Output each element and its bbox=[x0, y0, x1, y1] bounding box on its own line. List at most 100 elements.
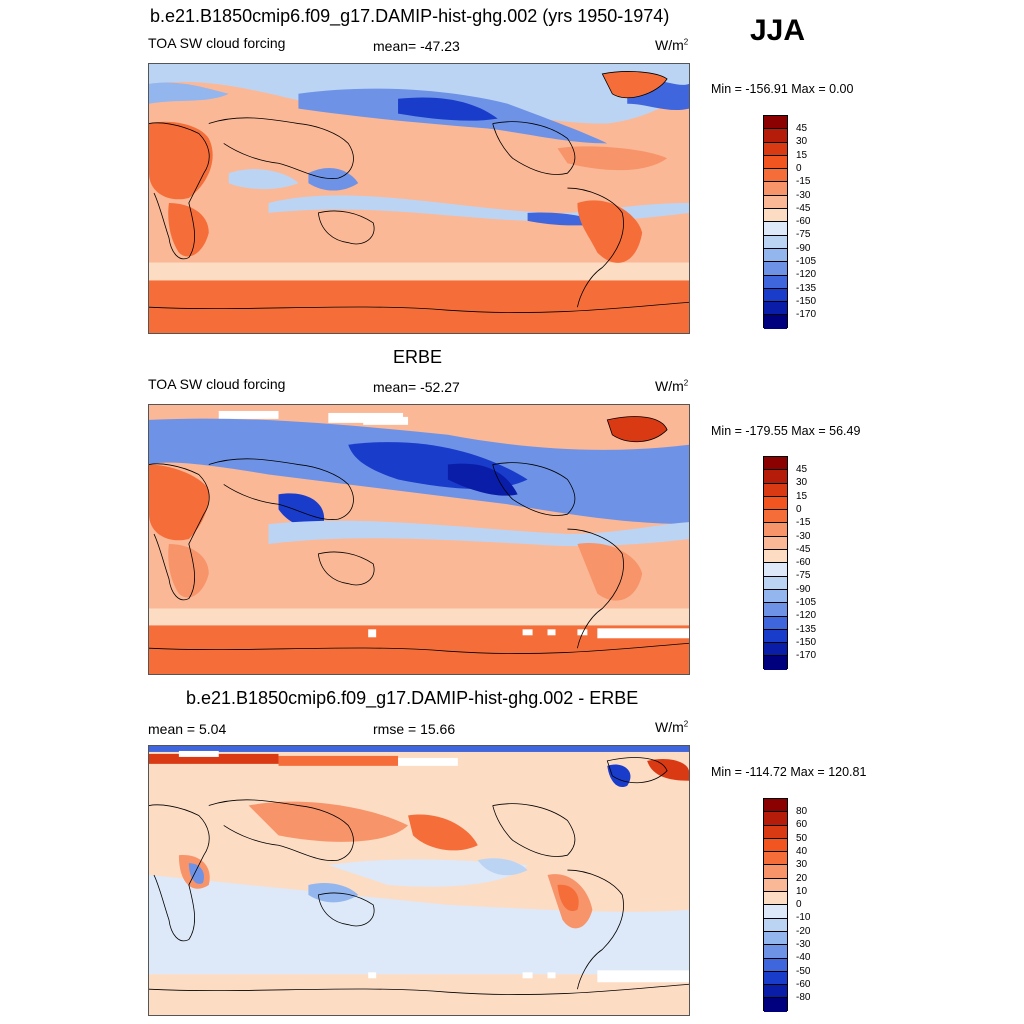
colorbar-tick-label: -90 bbox=[796, 583, 811, 595]
colorbar-tick-label: -15 bbox=[796, 517, 811, 529]
colorbar-swatch bbox=[764, 603, 787, 617]
panel2-left-label: TOA SW cloud forcing bbox=[148, 376, 286, 392]
colorbar-tick-label: 15 bbox=[796, 149, 808, 161]
colorbar-swatch bbox=[764, 262, 787, 276]
colorbar-swatch bbox=[764, 496, 787, 511]
colorbar-swatch bbox=[764, 799, 787, 813]
colorbar-tick-label: -60 bbox=[796, 216, 811, 228]
colorbar-swatch bbox=[764, 838, 787, 853]
panel2-units: W/m2 bbox=[655, 378, 689, 394]
colorbar-swatch bbox=[764, 616, 787, 630]
colorbar-swatch bbox=[764, 931, 787, 946]
colorbar-swatch bbox=[764, 852, 787, 866]
colorbar-swatch bbox=[764, 576, 787, 590]
colorbar-tick-label: -30 bbox=[796, 530, 811, 542]
colorbar-swatch bbox=[764, 129, 787, 143]
colorbar-swatch bbox=[764, 905, 787, 919]
colorbar-tick-label: 20 bbox=[796, 872, 808, 884]
panel3-rmse: rmse = 15.66 bbox=[373, 721, 456, 737]
colorbar-swatch bbox=[764, 155, 787, 170]
colorbar-tick-label: 30 bbox=[796, 136, 808, 148]
colorbar-swatch bbox=[764, 550, 787, 564]
colorbar-swatch bbox=[764, 918, 787, 932]
colorbar-swatch bbox=[764, 483, 787, 497]
colorbar-tick-label: 0 bbox=[796, 162, 802, 174]
colorbar-tick-label: 45 bbox=[796, 464, 808, 475]
colorbar-tick-label: -105 bbox=[796, 597, 817, 608]
panel1-mean: mean= -47.23 bbox=[373, 38, 460, 54]
colorbar-swatch bbox=[764, 315, 787, 329]
colorbar-swatch bbox=[764, 209, 787, 223]
colorbar-swatch bbox=[764, 235, 787, 249]
colorbar-tick-label: -170 bbox=[796, 309, 817, 321]
colorbar-tick-label: -135 bbox=[796, 623, 817, 635]
colorbar-tick-label: -105 bbox=[796, 256, 817, 267]
colorbar-tick-label: 60 bbox=[796, 819, 808, 831]
colorbar-swatch bbox=[764, 116, 787, 130]
colorbar-tick-label: 45 bbox=[796, 123, 808, 134]
colorbar-swatch bbox=[764, 878, 787, 893]
panel3-title: b.e21.B1850cmip6.f09_g17.DAMIP-hist-ghg.… bbox=[186, 688, 639, 708]
colorbar-tick-label: -40 bbox=[796, 952, 811, 964]
colorbar-swatch bbox=[764, 656, 787, 670]
colorbar-tick-label: -60 bbox=[796, 978, 811, 990]
panel3-mean: mean = 5.04 bbox=[148, 721, 227, 737]
colorbar-swatch bbox=[764, 457, 787, 471]
colorbar-tick-label: -135 bbox=[796, 282, 817, 294]
colorbar-swatch bbox=[764, 971, 787, 986]
panel2-map bbox=[148, 404, 690, 675]
panel1-left-label: TOA SW cloud forcing bbox=[148, 35, 286, 51]
colorbar-tick-label: -15 bbox=[796, 176, 811, 188]
colorbar-tick-label: 80 bbox=[796, 806, 808, 817]
colorbar-tick-label: -45 bbox=[796, 543, 811, 555]
colorbar-tick-label: -60 bbox=[796, 557, 811, 569]
colorbar-swatch bbox=[764, 643, 787, 657]
colorbar-tick-label: -80 bbox=[796, 992, 811, 1004]
colorbar-swatch bbox=[764, 248, 787, 263]
colorbar-tick-label: -150 bbox=[796, 295, 817, 307]
colorbar-tick-label: 30 bbox=[796, 859, 808, 871]
panel2-minmax: Min = -179.55 Max = 56.49 bbox=[711, 424, 861, 438]
colorbar-swatch bbox=[764, 536, 787, 551]
panel2-title: ERBE bbox=[393, 347, 443, 367]
colorbar-tick-label: 10 bbox=[796, 885, 808, 897]
colorbar-swatch bbox=[764, 629, 787, 644]
colorbar-swatch bbox=[764, 945, 787, 959]
colorbar-swatch bbox=[764, 195, 787, 210]
colorbar-tick-label: -75 bbox=[796, 570, 811, 582]
panel2-colorbar bbox=[763, 456, 788, 670]
panel3-colorbar bbox=[763, 798, 788, 1012]
colorbar-tick-label: -20 bbox=[796, 925, 811, 937]
panel3-map bbox=[148, 745, 690, 1016]
colorbar-swatch bbox=[764, 998, 787, 1012]
colorbar-swatch bbox=[764, 589, 787, 604]
panel1-colorbar bbox=[763, 115, 788, 329]
colorbar-swatch bbox=[764, 958, 787, 972]
panel1-minmax: Min = -156.91 Max = 0.00 bbox=[711, 82, 854, 96]
colorbar-tick-label: -75 bbox=[796, 229, 811, 241]
colorbar-tick-label: -50 bbox=[796, 965, 811, 977]
colorbar-swatch bbox=[764, 275, 787, 289]
colorbar-tick-label: -30 bbox=[796, 939, 811, 950]
colorbar-swatch bbox=[764, 470, 787, 484]
panel3-units: W/m2 bbox=[655, 719, 689, 735]
colorbar-swatch bbox=[764, 892, 787, 906]
colorbar-swatch bbox=[764, 865, 787, 879]
colorbar-tick-label: -170 bbox=[796, 650, 817, 662]
colorbar-tick-label: 15 bbox=[796, 490, 808, 502]
colorbar-tick-label: -150 bbox=[796, 636, 817, 648]
colorbar-swatch bbox=[764, 985, 787, 999]
colorbar-swatch bbox=[764, 142, 787, 156]
colorbar-tick-label: 40 bbox=[796, 845, 808, 857]
colorbar-swatch bbox=[764, 182, 787, 196]
colorbar-tick-label: 30 bbox=[796, 477, 808, 489]
colorbar-swatch bbox=[764, 812, 787, 826]
colorbar-swatch bbox=[764, 825, 787, 839]
colorbar-tick-label: -120 bbox=[796, 269, 817, 281]
colorbar-swatch bbox=[764, 169, 787, 183]
colorbar-tick-label: -30 bbox=[796, 189, 811, 201]
colorbar-tick-label: -120 bbox=[796, 610, 817, 622]
panel3-minmax: Min = -114.72 Max = 120.81 bbox=[711, 765, 867, 779]
colorbar-swatch bbox=[764, 302, 787, 316]
colorbar-tick-label: 0 bbox=[796, 899, 802, 911]
